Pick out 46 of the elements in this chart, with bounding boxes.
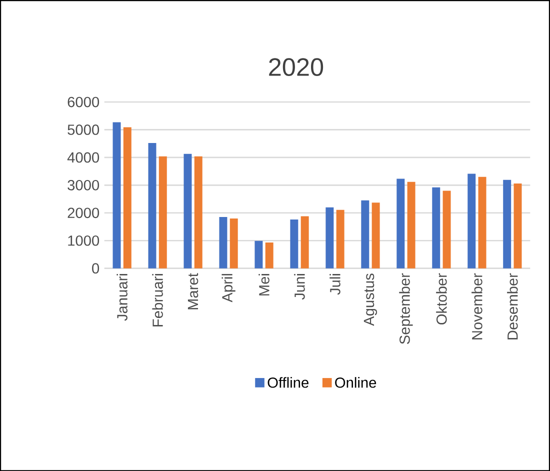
x-tick-label: Juli [330, 274, 340, 295]
y-tick-label: 1000 [68, 235, 100, 246]
y-tick-label: 0 [92, 263, 100, 274]
bar [442, 190, 451, 268]
bar [265, 242, 274, 268]
bar [148, 142, 156, 268]
x-tick-label: Maret [188, 273, 198, 310]
x-tick-label: Desember [507, 273, 518, 340]
chart-title: 2020 [269, 58, 324, 76]
bar [478, 176, 486, 268]
x-tick-label: April [222, 274, 236, 302]
x-tick-label: Mei [258, 274, 270, 296]
legend-label: Online [335, 377, 376, 388]
bar [407, 182, 416, 268]
x-tick-label: Agustus [364, 274, 378, 326]
bar [326, 207, 334, 268]
bar [372, 202, 380, 268]
x-tick-label: Februari [152, 274, 163, 326]
y-tick-label: 5000 [68, 124, 100, 135]
x-tick-label: November [472, 273, 482, 340]
y-tick-label: 4000 [67, 152, 100, 163]
bar [290, 219, 298, 268]
x-tick-label: Juni [294, 274, 305, 300]
bar [300, 216, 309, 268]
x-tick-label: Oktober [436, 273, 447, 324]
bar [219, 216, 228, 268]
bar [514, 183, 522, 268]
bar [230, 218, 238, 268]
bar [396, 178, 405, 268]
bar [184, 154, 192, 268]
y-tick-label: 6000 [68, 96, 100, 108]
y-tick-label: 3000 [68, 180, 100, 190]
x-tick-label: September [399, 273, 413, 344]
bar [158, 156, 167, 268]
bar [468, 174, 476, 268]
legend-label: Offline [268, 377, 308, 388]
bar [194, 156, 202, 268]
bar [123, 127, 132, 268]
bar [432, 187, 440, 268]
bar [503, 180, 512, 268]
bar [254, 240, 263, 268]
bar [112, 122, 121, 268]
x-tick-label: Januari [116, 274, 128, 321]
bar [336, 210, 344, 268]
y-tick-label: 2000 [68, 208, 100, 218]
bar [361, 200, 370, 268]
